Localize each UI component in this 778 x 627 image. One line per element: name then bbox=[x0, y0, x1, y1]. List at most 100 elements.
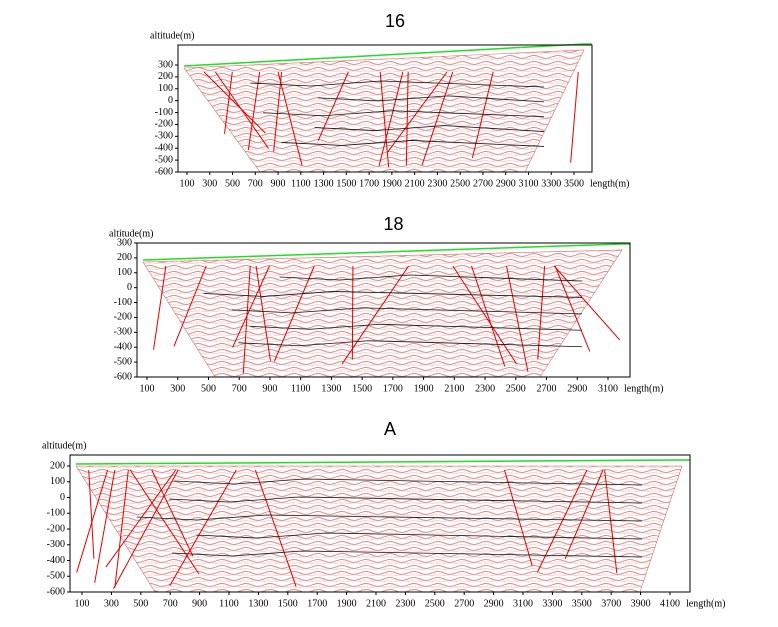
panel-title: 18 bbox=[383, 214, 403, 234]
x-tick-label: 900 bbox=[271, 178, 286, 189]
y-tick-label: -200 bbox=[47, 523, 65, 534]
frame bbox=[69, 454, 691, 593]
fault-line bbox=[570, 71, 579, 163]
x-tick-label: 1300 bbox=[314, 178, 334, 189]
y-tick-label: 200 bbox=[50, 460, 65, 471]
y-tick-label: 200 bbox=[117, 252, 132, 263]
x-tick-label: 2100 bbox=[444, 383, 464, 394]
y-tick-label: -300 bbox=[155, 131, 173, 142]
horizon bbox=[279, 274, 583, 282]
horizon bbox=[136, 514, 643, 522]
fault-line bbox=[129, 469, 200, 575]
x-tick-label: 2900 bbox=[484, 598, 504, 609]
horizon bbox=[314, 125, 545, 132]
frame bbox=[136, 242, 631, 378]
y-tick-label: 100 bbox=[117, 267, 132, 278]
horizon bbox=[263, 110, 545, 118]
fault-line bbox=[203, 71, 266, 134]
horizon bbox=[169, 496, 643, 504]
y-axis-label: altitude(m) bbox=[150, 30, 194, 41]
panel-title: 16 bbox=[385, 11, 405, 31]
y-tick-label: -300 bbox=[114, 327, 132, 338]
x-tick-label: 100 bbox=[180, 178, 195, 189]
fault-line bbox=[471, 265, 506, 367]
x-tick-label: 500 bbox=[225, 178, 240, 189]
y-tick-label: -300 bbox=[47, 539, 65, 550]
fault-line bbox=[273, 265, 315, 362]
y-tick-label: -100 bbox=[47, 508, 65, 519]
frame bbox=[177, 44, 593, 173]
fault-line bbox=[277, 71, 303, 166]
seismic-section bbox=[142, 249, 623, 378]
x-tick-label: 1300 bbox=[248, 598, 268, 609]
x-tick-label: 500 bbox=[201, 383, 216, 394]
horizon bbox=[318, 95, 545, 103]
y-tick-label: 200 bbox=[158, 71, 173, 82]
fault-line bbox=[114, 469, 129, 588]
x-tick-label: 700 bbox=[232, 383, 247, 394]
horizon bbox=[174, 478, 643, 486]
fault-line bbox=[151, 469, 194, 557]
fault-line bbox=[88, 469, 95, 559]
fault-line bbox=[421, 71, 454, 166]
fault-line bbox=[341, 265, 410, 365]
x-tick-label: 2300 bbox=[427, 178, 447, 189]
x-tick-label: 1300 bbox=[321, 383, 341, 394]
x-tick-label: 1700 bbox=[359, 178, 379, 189]
x-tick-label: 3100 bbox=[598, 383, 618, 394]
x-tick-label: 100 bbox=[140, 383, 155, 394]
surface-line bbox=[183, 43, 592, 67]
y-tick-label: -500 bbox=[155, 154, 173, 165]
fault-line bbox=[242, 265, 251, 374]
surface-line bbox=[75, 459, 690, 465]
fault-line bbox=[378, 71, 404, 166]
x-tick-label: 3300 bbox=[541, 178, 561, 189]
fault-line bbox=[94, 469, 116, 583]
fault-line bbox=[173, 265, 207, 347]
y-tick-label: -200 bbox=[114, 312, 132, 323]
y-tick-label: 0 bbox=[168, 95, 173, 106]
fault-line bbox=[247, 71, 261, 151]
fault-line bbox=[379, 71, 390, 168]
x-tick-label: 900 bbox=[262, 383, 277, 394]
x-tick-label: 1900 bbox=[337, 598, 357, 609]
horizon bbox=[196, 532, 643, 540]
x-tick-label: 3300 bbox=[542, 598, 562, 609]
x-tick-label: 2700 bbox=[454, 598, 474, 609]
fault-line bbox=[224, 71, 233, 134]
fault-line bbox=[553, 265, 621, 341]
x-tick-label: 1100 bbox=[219, 598, 239, 609]
x-tick-label: 300 bbox=[104, 598, 119, 609]
y-tick-label: -500 bbox=[47, 571, 65, 582]
y-tick-label: -500 bbox=[114, 356, 132, 367]
x-tick-label: 2500 bbox=[425, 598, 445, 609]
fault-line bbox=[564, 469, 604, 559]
horizon bbox=[249, 323, 583, 331]
surface-line bbox=[142, 243, 630, 261]
x-tick-label: 700 bbox=[163, 598, 178, 609]
x-tick-label: 3700 bbox=[601, 598, 621, 609]
fault-line bbox=[169, 469, 237, 587]
x-axis-label: length(m) bbox=[624, 383, 663, 394]
horizon bbox=[172, 550, 643, 558]
x-tick-label: 2700 bbox=[537, 383, 557, 394]
fault-line bbox=[153, 265, 167, 350]
x-tick-label: 1100 bbox=[291, 383, 311, 394]
x-tick-label: 2900 bbox=[567, 383, 587, 394]
fault-line bbox=[405, 71, 409, 165]
fault-line bbox=[452, 265, 518, 365]
fault-line bbox=[273, 71, 283, 152]
x-tick-label: 700 bbox=[248, 178, 263, 189]
x-tick-label: 2300 bbox=[475, 383, 495, 394]
y-axis-label: altitude(m) bbox=[109, 228, 153, 239]
x-tick-label: 4100 bbox=[660, 598, 680, 609]
x-tick-label: 3100 bbox=[513, 598, 533, 609]
x-tick-label: 2300 bbox=[395, 598, 415, 609]
x-tick-label: 100 bbox=[75, 598, 90, 609]
x-tick-label: 3900 bbox=[631, 598, 651, 609]
fault-line bbox=[254, 469, 297, 587]
y-tick-label: -600 bbox=[47, 586, 65, 597]
horizon bbox=[238, 340, 583, 348]
y-tick-label: 0 bbox=[60, 492, 65, 503]
